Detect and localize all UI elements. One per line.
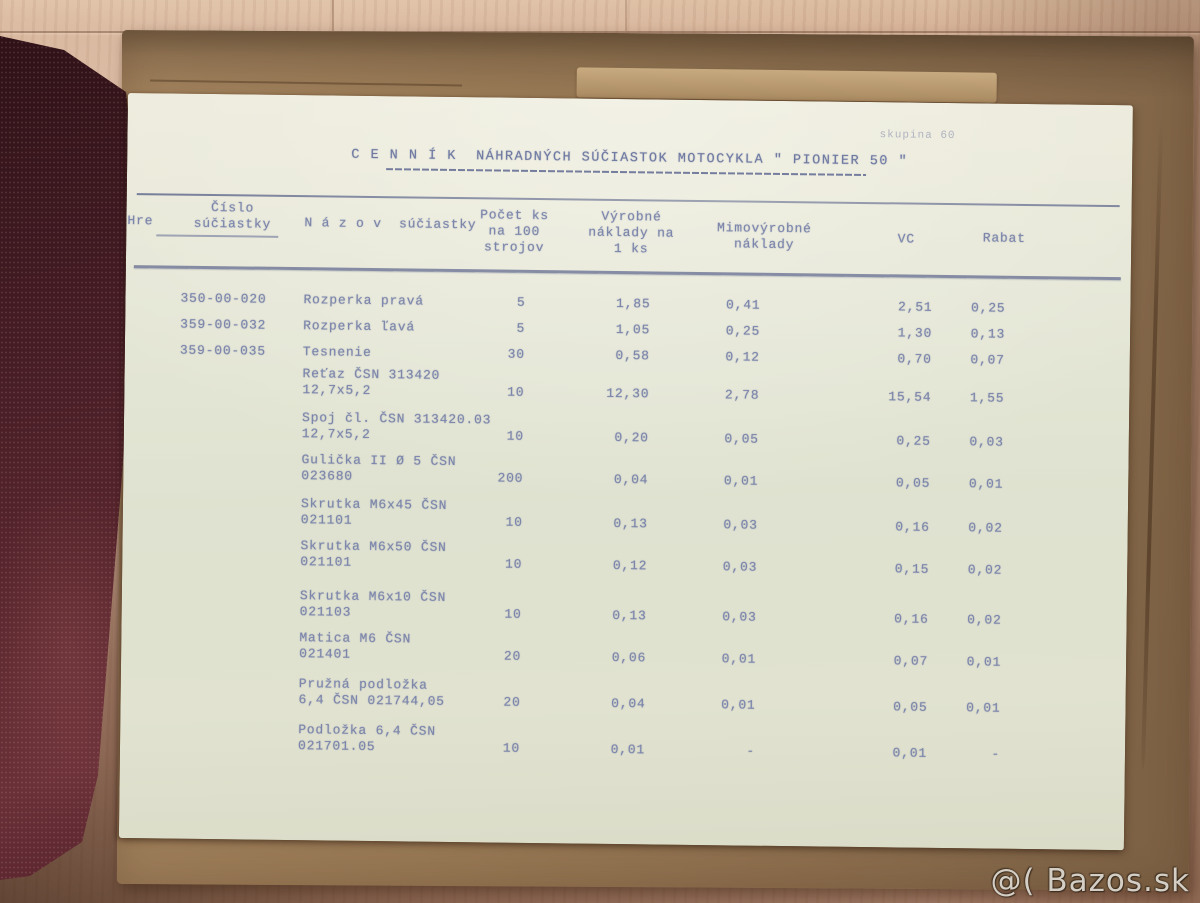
header-vc: VC: [897, 231, 915, 247]
extra-cost-cell: 0,25: [725, 323, 761, 339]
page-title: C E N N Í K NÁHRADNÝCH SÚČIASTOK MOTOCYK…: [351, 147, 909, 170]
horizontal-rule-header: [133, 265, 1121, 281]
wood-plank-joint: [332, 0, 334, 31]
header-rabat: Rabat: [982, 230, 1026, 246]
header-part-number: Číslo súčiastky: [193, 200, 272, 232]
rabat-cell: 0,13: [970, 326, 1006, 342]
extra-cost-cell: 0,03: [722, 609, 757, 625]
qty-cell: 20: [503, 648, 522, 664]
qty-cell: 30: [507, 346, 525, 362]
qty-cell: 5: [516, 294, 526, 310]
bazos-watermark: @( Bazos.sk: [990, 863, 1190, 899]
rabat-cell: 0,07: [970, 352, 1005, 368]
qty-cell: 10: [505, 514, 523, 530]
cost-cell: 12,30: [606, 385, 650, 402]
extra-cost-cell: 0,03: [722, 559, 758, 575]
cost-cell: 0,06: [611, 649, 647, 666]
extra-cost-cell: 0,12: [725, 349, 760, 365]
rabat-cell: 0,02: [967, 612, 1002, 628]
extra-cost-cell: 0,41: [725, 297, 761, 313]
part-number-cell: [177, 587, 297, 588]
vc-cell: 0,05: [895, 475, 931, 491]
extra-cost-cell: 0,01: [721, 697, 756, 713]
group-stamp: skupina 60: [879, 129, 956, 143]
cost-cell: 0,13: [612, 607, 647, 624]
vc-cell: 0,01: [892, 745, 928, 761]
rabat-cell: -: [991, 746, 1001, 762]
vc-cell: 0,07: [893, 653, 929, 669]
cost-cell: 0,01: [610, 741, 646, 758]
vc-cell: 2,51: [897, 299, 933, 315]
part-number-cell: 359-00-032: [180, 316, 267, 333]
rabat-cell: 1,55: [969, 390, 1005, 406]
qty-cell: 10: [502, 740, 521, 756]
extra-cost-cell: 0,01: [721, 651, 757, 667]
vc-cell: 1,30: [897, 325, 933, 341]
extra-cost-cell: 2,78: [724, 387, 760, 403]
vc-cell: 0,16: [894, 611, 929, 627]
vc-cell: 15,54: [888, 389, 932, 405]
extra-cost-cell: 0,01: [723, 473, 759, 489]
cost-cell: 1,85: [615, 295, 651, 312]
header-col0: Hre: [127, 213, 154, 229]
part-number-cell: 350-00-020: [180, 290, 267, 307]
vc-cell: 0,25: [896, 433, 931, 449]
cost-cell: 0,12: [612, 557, 648, 574]
rabat-cell: 0,01: [966, 654, 1002, 670]
qty-cell: 10: [504, 606, 522, 622]
vc-cell: 0,70: [897, 351, 932, 367]
qty-cell: 200: [497, 470, 524, 486]
qty-cell: 10: [504, 556, 523, 572]
extra-cost-cell: -: [746, 743, 756, 759]
cost-cell: 0,04: [613, 471, 649, 488]
rabat-cell: 0,01: [968, 476, 1004, 492]
wood-plank-joint: [625, 0, 627, 31]
cost-cell: 1,05: [615, 321, 651, 338]
cost-cell: 0,13: [613, 515, 648, 532]
document-page: C E N N Í K NÁHRADNÝCH SÚČIASTOK MOTOCYK…: [118, 93, 1133, 851]
header-qty-per-100: Počet ks na 100 strojov: [480, 207, 550, 256]
extra-cost-cell: 0,05: [724, 431, 759, 447]
cost-cell: 0,04: [611, 695, 646, 712]
cost-cell: 0,20: [614, 429, 649, 446]
header-nonproduction-cost: Mimovýrobné náklady: [716, 220, 812, 253]
vc-cell: 0,16: [895, 519, 930, 535]
part-number-cell: 359-00-035: [179, 342, 266, 359]
header-part-name: N á z o v súčiastky: [304, 215, 477, 233]
vc-cell: 0,15: [894, 561, 930, 577]
rabat-cell: 0,01: [966, 700, 1001, 716]
qty-cell: 10: [507, 384, 525, 400]
part-number-underline: [156, 234, 279, 238]
qty-cell: 20: [503, 694, 521, 710]
header-production-cost: Výrobné náklady na 1 ks: [588, 208, 675, 257]
vc-cell: 0,05: [893, 699, 928, 715]
qty-cell: 5: [516, 320, 526, 336]
rabat-cell: 0,02: [967, 562, 1003, 578]
extra-cost-cell: 0,03: [723, 517, 758, 533]
rabat-cell: 0,02: [968, 520, 1003, 536]
title-underline: [385, 168, 866, 177]
notebook-spine-edge: [576, 67, 997, 103]
rabat-cell: 0,03: [969, 434, 1004, 450]
rabat-cell: 0,25: [970, 300, 1006, 316]
qty-cell: 10: [506, 428, 524, 444]
cost-cell: 0,58: [615, 347, 650, 364]
